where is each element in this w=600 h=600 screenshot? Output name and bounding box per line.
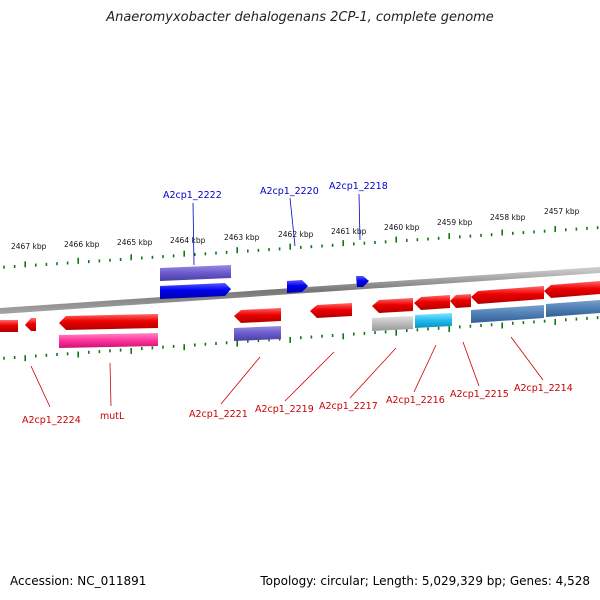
gene-bar-reverse[interactable]	[546, 300, 600, 317]
outer-tick-track	[3, 226, 599, 269]
label-leader-line	[109, 362, 112, 407]
gene-bar-forward[interactable]	[160, 265, 231, 281]
label-leader-line	[358, 193, 361, 241]
kbp-label: 2462 kbp	[278, 230, 314, 239]
gene-label-reverse[interactable]: A2cp1_2221	[189, 409, 248, 420]
cds-arrow-reverse[interactable]	[544, 281, 600, 298]
cds-arrow-reverse[interactable]	[372, 298, 413, 313]
accession-label: Accession: NC_011891	[10, 574, 147, 588]
gene-bar-reverse[interactable]	[234, 326, 281, 341]
cds-arrow-reverse[interactable]	[414, 295, 450, 310]
label-leader-line	[349, 347, 397, 399]
kbp-label: 2464 kbp	[170, 236, 206, 245]
gene-bar-reverse[interactable]	[415, 313, 452, 328]
cds-arrow-reverse[interactable]	[310, 303, 352, 318]
cds-arrow-reverse[interactable]	[0, 320, 18, 332]
gene-bar-reverse[interactable]	[471, 305, 544, 323]
label-leader-line	[510, 336, 544, 381]
gene-label-reverse[interactable]: A2cp1_2224	[22, 415, 81, 426]
kbp-label: 2461 kbp	[331, 227, 367, 236]
gene-label-reverse[interactable]: A2cp1_2215	[450, 389, 509, 400]
gene-label-reverse[interactable]: A2cp1_2217	[319, 401, 378, 412]
cds-arrow-reverse[interactable]	[471, 286, 544, 304]
label-leader-line	[284, 351, 335, 402]
label-leader-line	[289, 197, 296, 247]
gene-label-reverse[interactable]: A2cp1_2214	[514, 383, 573, 394]
cds-arrow-reverse[interactable]	[450, 294, 471, 308]
gene-label-forward[interactable]: A2cp1_2220	[260, 186, 319, 197]
cds-arrow-reverse[interactable]	[25, 318, 36, 331]
gene-label-forward[interactable]: A2cp1_2218	[329, 181, 388, 192]
kbp-label: 2460 kbp	[384, 223, 420, 232]
gene-label-reverse[interactable]: A2cp1_2219	[255, 404, 314, 415]
inner-tick-track	[3, 316, 599, 362]
label-leader-line	[220, 356, 261, 405]
cds-arrow-reverse[interactable]	[234, 308, 281, 323]
gene-label-forward[interactable]: A2cp1_2222	[163, 190, 222, 201]
kbp-label: 2466 kbp	[64, 240, 100, 249]
label-leader-line	[462, 341, 480, 387]
kbp-label: 2459 kbp	[437, 218, 473, 227]
topology-label: Topology: circular; Length: 5,029,329 bp…	[260, 574, 590, 588]
kbp-label: 2457 kbp	[544, 207, 580, 216]
kbp-label: 2465 kbp	[117, 238, 153, 247]
kbp-label: 2458 kbp	[490, 213, 526, 222]
gene-bar-reverse[interactable]	[372, 316, 413, 331]
label-leader-line	[413, 344, 437, 393]
label-leader-line	[192, 202, 195, 266]
cds-arrow-forward[interactable]	[287, 280, 308, 293]
cds-arrow-forward[interactable]	[160, 283, 231, 299]
gene-bar-reverse[interactable]	[59, 333, 158, 348]
page-title: Anaeromyxobacter dehalogenans 2CP-1, com…	[106, 10, 494, 25]
kbp-label: 2467 kbp	[11, 242, 47, 251]
gene-label-reverse[interactable]: A2cp1_2216	[386, 395, 445, 406]
cds-arrow-forward[interactable]	[356, 276, 369, 287]
cds-arrow-reverse[interactable]	[59, 314, 158, 330]
gene-label-reverse[interactable]: mutL	[100, 411, 125, 422]
label-leader-line	[30, 365, 51, 408]
kbp-label: 2463 kbp	[224, 233, 260, 242]
